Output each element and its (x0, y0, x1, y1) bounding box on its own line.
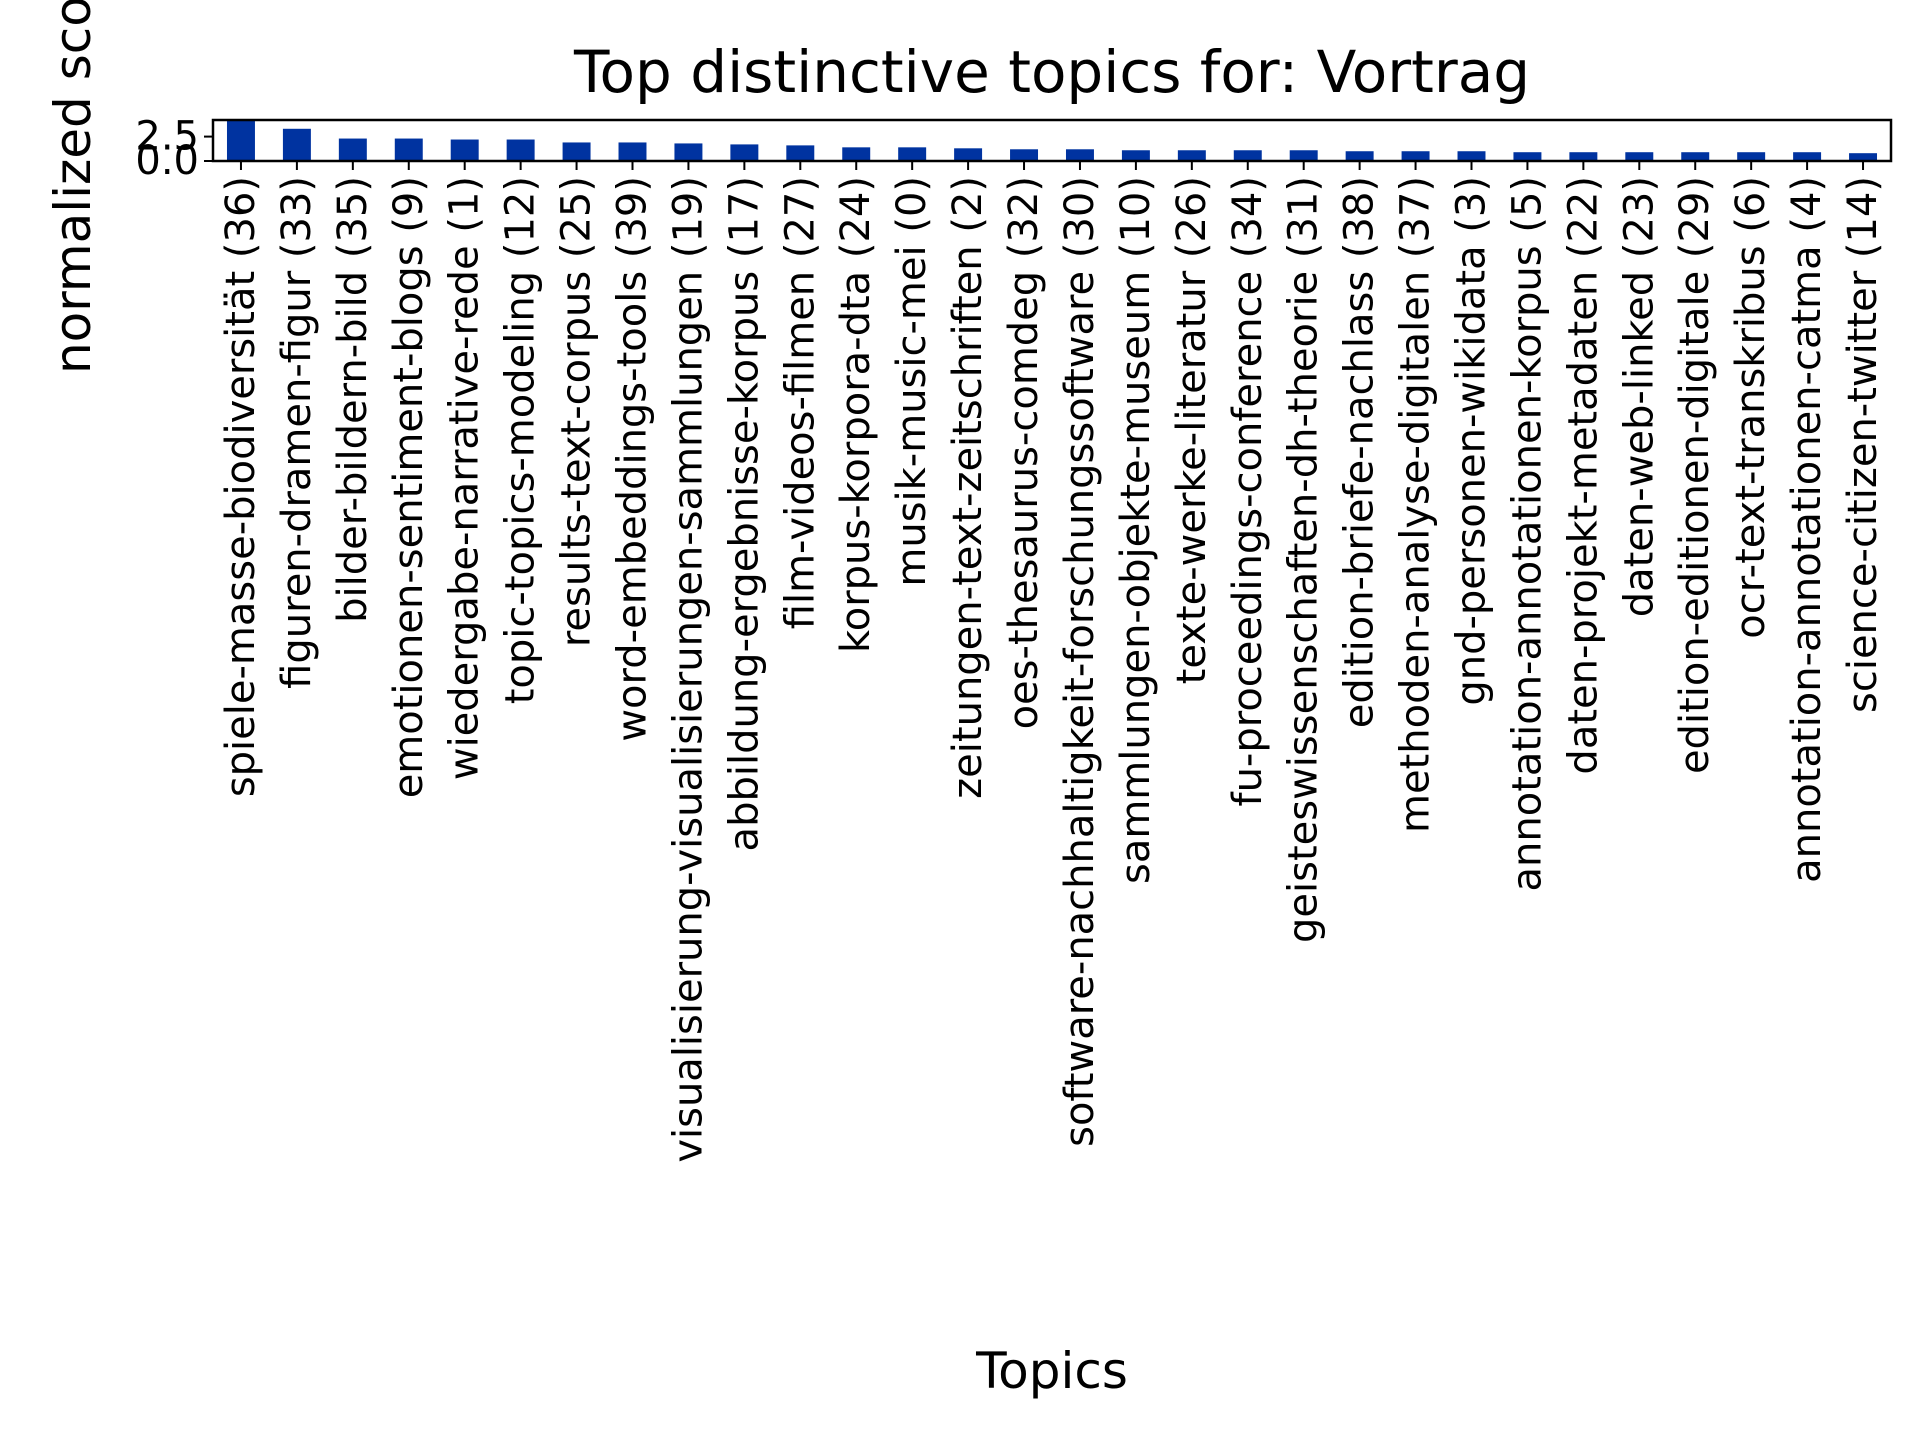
x-ticks-group: spiele-masse-biodiversität (36) figuren-d… (218, 161, 1886, 1163)
x-tick-label: visualisierung-visualisierungen-sammlung… (665, 176, 711, 1163)
bar (1177, 150, 1206, 161)
x-tick-label: texte-werke-literatur (26) (1169, 176, 1215, 684)
bar (1233, 150, 1262, 161)
x-tick-label: spiele-masse-biodiversität (36) (218, 176, 264, 797)
bar (1513, 152, 1542, 161)
bar (1401, 151, 1430, 161)
y-tick-label: 0.0 (135, 138, 199, 184)
x-tick-label: ocr-text-transkribus (6) (1728, 176, 1774, 639)
x-tick-label: software-nachhaltigkeit-forschungssoftwa… (1057, 176, 1103, 1147)
plot-frame (211, 118, 1893, 163)
bar (898, 147, 927, 161)
bar (1793, 152, 1822, 161)
x-tick-label: figuren-dramen-figur (33) (274, 176, 320, 689)
chart-title: Top distinctive topics for: Vortrag (573, 38, 1530, 106)
x-tick-label: oes-thesaurus-comdeg (32) (1001, 176, 1047, 729)
x-tick-label: edition-briefe-nachlass (38) (1337, 176, 1383, 728)
bar (1121, 150, 1150, 161)
x-tick-label: science-citizen-twitter (14) (1840, 176, 1886, 713)
bar (282, 128, 311, 161)
x-tick-label: abbildung-ergebnisse-korpus (17) (721, 176, 767, 851)
bar (1849, 153, 1878, 161)
x-tick-label: sammlungen-objekte-museum (10) (1113, 176, 1159, 884)
x-tick-label: zeitungen-text-zeitschriften (2) (945, 176, 991, 799)
bar (1625, 152, 1654, 161)
bar (1569, 152, 1598, 161)
x-tick-label: results-text-corpus (25) (554, 176, 600, 647)
bar (1065, 149, 1094, 161)
x-tick-label: geisteswissenschaften-dh-theorie (31) (1281, 176, 1327, 943)
bar (674, 143, 703, 161)
bar (562, 142, 591, 161)
x-tick-label: musik-music-mei (0) (889, 176, 935, 587)
y-tick-label: 2.5 (135, 114, 199, 160)
bars-group (226, 120, 1878, 161)
y-ticks-group: 0.02.5 (135, 114, 213, 184)
bar (842, 147, 871, 161)
bar (450, 139, 479, 161)
x-tick-label: daten-projekt-metadaten (22) (1560, 176, 1606, 775)
bar (730, 144, 759, 161)
x-tick-label: word-embeddings-tools (39) (610, 176, 656, 742)
y-axis-label: normalized score (44, 0, 102, 374)
bar (1345, 151, 1374, 161)
x-axis-label: Topics (975, 1342, 1128, 1400)
bar (1681, 152, 1710, 161)
bar (1289, 150, 1318, 161)
x-tick-label: korpus-korpora-dta (24) (833, 176, 879, 653)
x-tick-label: bilder-bildern-bild (35) (330, 176, 376, 623)
x-tick-label: film-videos-filmen (27) (777, 176, 823, 629)
x-tick-label: edition-editionen-digitale (29) (1672, 176, 1718, 774)
bar (786, 145, 815, 161)
bar (1457, 151, 1486, 161)
bar (954, 148, 983, 161)
x-tick-label: annotation-annotationen-korpus (5) (1504, 176, 1550, 891)
x-tick-label: daten-web-linked (23) (1616, 176, 1662, 617)
bar (506, 139, 535, 161)
x-tick-label: wiedergabe-narrative-rede (1) (442, 176, 488, 780)
bar (226, 120, 255, 161)
x-tick-label: annotation-annotationen-catma (4) (1784, 176, 1830, 883)
x-tick-label: gnd-personen-wikidata (3) (1449, 176, 1495, 706)
bar (1737, 152, 1766, 161)
x-tick-label: methoden-analyse-digitalen (37) (1393, 176, 1439, 833)
bar (618, 142, 647, 161)
x-tick-label: fu-proceedings-conference (34) (1225, 176, 1271, 807)
x-tick-label: topic-topics-modeling (12) (498, 176, 544, 704)
bar (338, 138, 367, 161)
bar (1010, 149, 1039, 161)
x-tick-label: emotionen-sentiment-blogs (9) (386, 176, 432, 798)
bar (394, 138, 423, 161)
